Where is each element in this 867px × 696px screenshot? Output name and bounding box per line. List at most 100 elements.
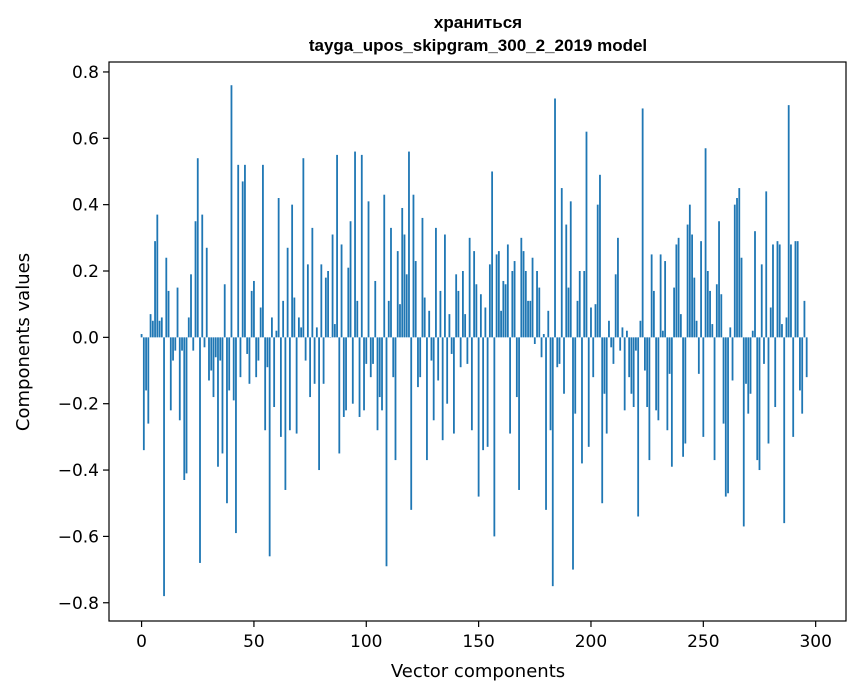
bar-18 — [181, 337, 183, 351]
bar-238 — [675, 244, 678, 338]
bar-251 — [704, 148, 707, 338]
bar-54 — [262, 164, 264, 338]
bar-217 — [628, 337, 631, 378]
bar-145 — [466, 337, 469, 364]
bar-51 — [255, 337, 258, 378]
bar-42 — [235, 337, 237, 534]
bar-61 — [277, 198, 280, 338]
bar-101 — [367, 201, 370, 338]
bar-36 — [221, 337, 224, 454]
bar-243 — [686, 224, 689, 338]
bar-13 — [169, 337, 172, 411]
bar-52 — [257, 337, 260, 361]
bar-120 — [410, 337, 413, 510]
bar-144 — [464, 314, 467, 338]
bar-121 — [412, 194, 415, 338]
bar-269 — [745, 337, 747, 384]
bar-237 — [673, 287, 676, 338]
bar-76 — [311, 227, 314, 338]
y-tick-label: 0.8 — [72, 63, 99, 83]
bar-55 — [264, 337, 267, 431]
bar-47 — [246, 337, 249, 354]
bar-279 — [767, 337, 770, 444]
bar-295 — [803, 300, 806, 338]
bar-272 — [751, 330, 754, 338]
bar-190 — [567, 287, 570, 338]
bar-209 — [610, 337, 613, 348]
x-tick-label: 0 — [136, 632, 147, 652]
bar-99 — [363, 337, 365, 411]
bar-284 — [778, 244, 781, 338]
bar-3 — [147, 337, 150, 424]
bar-253 — [709, 290, 711, 338]
bar-163 — [506, 244, 509, 338]
bar-232 — [661, 330, 664, 338]
bar-236 — [670, 337, 673, 467]
bar-166 — [513, 261, 516, 338]
bar-151 — [479, 294, 482, 338]
bar-137 — [448, 314, 451, 338]
bar-34 — [217, 337, 219, 467]
bar-111 — [390, 227, 392, 338]
bar-5 — [151, 320, 154, 338]
bar-69 — [295, 337, 298, 434]
bar-152 — [482, 337, 485, 451]
bar-21 — [187, 317, 190, 338]
bar-292 — [796, 241, 799, 338]
bar-66 — [288, 337, 291, 431]
bar-266 — [738, 188, 741, 338]
bar-240 — [679, 314, 682, 338]
bar-83 — [327, 271, 329, 338]
bar-133 — [439, 290, 442, 338]
bar-158 — [495, 254, 498, 338]
bar-268 — [742, 337, 745, 527]
bar-135 — [444, 234, 446, 338]
bar-197 — [583, 271, 586, 338]
bar-235 — [668, 337, 671, 374]
y-tick-label: 0.6 — [72, 129, 99, 149]
bar-56 — [266, 337, 269, 368]
bar-126 — [423, 297, 426, 338]
bar-165 — [511, 271, 514, 338]
bar-27 — [201, 214, 204, 338]
bar-71 — [300, 327, 303, 338]
bar-77 — [313, 337, 316, 384]
bar-210 — [612, 337, 615, 364]
bar-28 — [203, 337, 206, 348]
chart-title: храниться — [434, 13, 522, 32]
bar-146 — [468, 237, 471, 338]
bar-154 — [486, 337, 489, 447]
bar-142 — [459, 337, 462, 368]
bar-278 — [765, 191, 768, 338]
bar-206 — [603, 337, 606, 394]
bar-205 — [601, 337, 604, 504]
bar-88 — [338, 337, 341, 454]
bar-134 — [441, 337, 444, 441]
bar-248 — [697, 337, 700, 374]
bar-129 — [430, 337, 433, 361]
bar-100 — [365, 337, 368, 364]
bar-218 — [630, 337, 633, 394]
bar-161 — [502, 280, 505, 338]
bar-25 — [196, 158, 199, 338]
bar-168 — [518, 337, 520, 490]
bar-186 — [558, 337, 561, 364]
bar-156 — [491, 171, 494, 338]
bar-263 — [731, 337, 734, 381]
bar-294 — [801, 337, 804, 414]
bar-259 — [722, 337, 725, 424]
bar-112 — [392, 337, 395, 378]
x-axis-label: Vector components — [391, 661, 565, 682]
bar-290 — [792, 337, 795, 437]
bar-181 — [547, 310, 550, 338]
bar-82 — [324, 277, 327, 338]
bar-41 — [232, 337, 235, 401]
bar-171 — [524, 271, 527, 338]
bar-40 — [230, 85, 233, 338]
bar-250 — [702, 337, 705, 437]
bar-85 — [331, 234, 334, 338]
bar-283 — [776, 241, 779, 338]
bar-104 — [374, 280, 377, 338]
bar-90 — [342, 337, 345, 417]
bar-60 — [275, 330, 278, 338]
